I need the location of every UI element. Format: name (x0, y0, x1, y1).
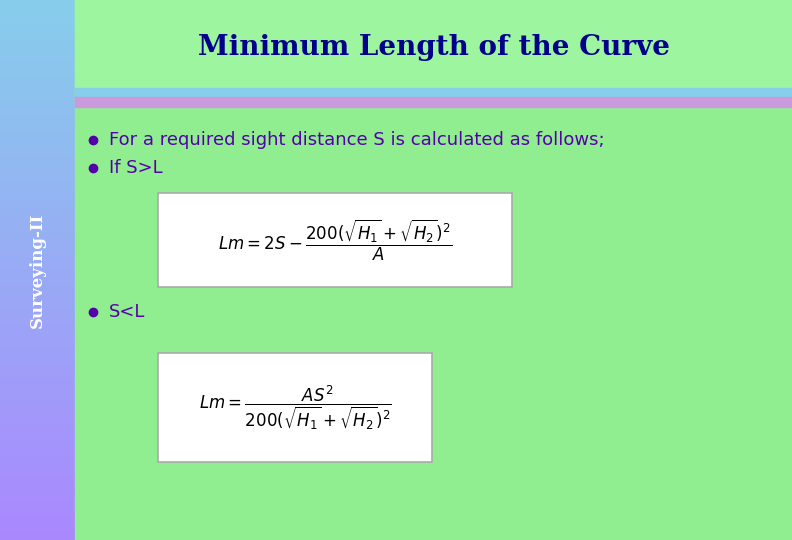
Text: S<L: S<L (109, 303, 146, 321)
Bar (75, 88, 792, 97)
Text: If S>L: If S>L (109, 159, 162, 177)
Bar (75, 97, 792, 107)
FancyBboxPatch shape (158, 353, 432, 462)
Text: Minimum Length of the Curve: Minimum Length of the Curve (197, 34, 669, 61)
Bar (75, 0, 792, 95)
Text: Surveying-II: Surveying-II (29, 212, 46, 328)
Text: $Lm = 2S - \dfrac{200(\sqrt{H_1} + \sqrt{H_2})^2}{A}$: $Lm = 2S - \dfrac{200(\sqrt{H_1} + \sqrt… (218, 218, 452, 262)
Text: $Lm = \dfrac{AS^2}{200(\sqrt{H_1} + \sqrt{H_2})^2}$: $Lm = \dfrac{AS^2}{200(\sqrt{H_1} + \sqr… (199, 383, 391, 431)
FancyBboxPatch shape (158, 193, 512, 287)
Text: For a required sight distance S is calculated as follows;: For a required sight distance S is calcu… (109, 131, 604, 149)
